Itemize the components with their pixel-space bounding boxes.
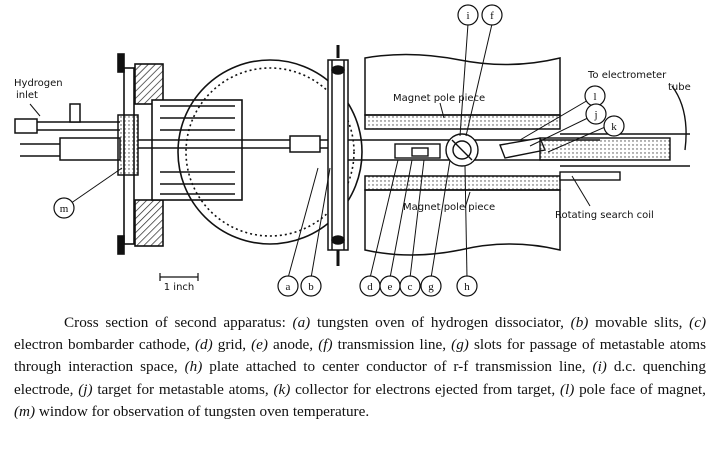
magnet-pole-pieces bbox=[364, 53, 561, 256]
caption-marker: (j) bbox=[78, 380, 93, 398]
caption-text: window for observation of tungsten oven … bbox=[35, 402, 370, 420]
svg-text:h: h bbox=[464, 281, 470, 293]
caption-text: movable slits, bbox=[588, 314, 690, 331]
caption-text: grid, bbox=[212, 336, 252, 354]
caption-marker: (m) bbox=[14, 402, 36, 420]
svg-text:a: a bbox=[286, 281, 291, 293]
rotating-coil-label: Rotating search coil bbox=[555, 210, 654, 221]
callout-b: b bbox=[300, 275, 322, 297]
caption-marker: (k) bbox=[273, 380, 291, 398]
callout-e: e bbox=[379, 275, 401, 297]
scale-label: 1 inch bbox=[164, 282, 195, 293]
caption-text: tungsten oven of hydrogen dissociator, bbox=[310, 314, 571, 331]
callout-g: g bbox=[420, 275, 442, 297]
svg-text:m: m bbox=[60, 203, 69, 215]
callout-j: j bbox=[585, 103, 607, 125]
caption-text: Cross section of second apparatus: bbox=[64, 314, 293, 331]
callout-i: i bbox=[457, 4, 479, 26]
caption-marker: (c) bbox=[689, 314, 706, 331]
caption-text: slots for passage of metastable atoms th… bbox=[14, 336, 707, 376]
caption-text: d.c. quenching electrode, bbox=[14, 358, 706, 398]
magnet-pole-label-top: Magnet pole piece bbox=[393, 93, 485, 104]
callout-h: h bbox=[456, 275, 478, 297]
callout-circles: m a b d e c g h i f l j k bbox=[53, 4, 625, 297]
caption-marker: (l) bbox=[559, 380, 575, 398]
svg-text:c: c bbox=[408, 281, 413, 293]
figure-caption: Cross section of second apparatus: (a) t… bbox=[14, 312, 706, 423]
svg-text:b: b bbox=[308, 281, 314, 293]
electrometer-label-1: To electrometer bbox=[587, 70, 667, 81]
svg-text:l: l bbox=[593, 91, 596, 103]
caption-marker: (d) bbox=[194, 336, 213, 354]
svg-text:k: k bbox=[611, 121, 617, 133]
collector-tube bbox=[539, 85, 690, 181]
callout-a: a bbox=[277, 275, 299, 297]
hydrogen-inlet-tubes bbox=[14, 103, 330, 176]
svg-text:j: j bbox=[593, 109, 597, 121]
svg-text:g: g bbox=[428, 281, 434, 293]
caption-text: electron bombarder cathode, bbox=[14, 336, 195, 354]
electrometer-label-2: tube bbox=[668, 82, 691, 93]
spherical-chamber bbox=[177, 59, 363, 245]
caption-marker: (g) bbox=[451, 336, 469, 354]
callout-d: d bbox=[359, 275, 381, 297]
callout-c: c bbox=[399, 275, 421, 297]
leader-lines bbox=[29, 23, 613, 279]
apparatus-diagram: 1 inch Hydrogen inlet To electrometer tu… bbox=[14, 4, 691, 297]
hydrogen-inlet-label-1: Hydrogen bbox=[14, 78, 63, 89]
callout-m: m bbox=[53, 197, 75, 219]
caption-marker: (f) bbox=[318, 336, 333, 354]
caption-text: plate attached to center conductor of r-… bbox=[202, 358, 593, 376]
svg-text:i: i bbox=[466, 10, 469, 22]
caption-marker: (e) bbox=[251, 336, 268, 354]
caption-marker: (h) bbox=[184, 358, 203, 376]
callout-k: k bbox=[603, 115, 625, 137]
caption-marker: (i) bbox=[592, 358, 607, 376]
hydrogen-inlet-label-2: inlet bbox=[16, 90, 38, 101]
svg-text:e: e bbox=[388, 281, 393, 293]
caption-text: pole face of magnet, bbox=[574, 380, 706, 398]
magnet-pole-label-bottom: Magnet pole piece bbox=[403, 202, 495, 213]
callout-f: f bbox=[481, 4, 503, 26]
caption-text: target for metastable atoms, bbox=[92, 380, 274, 398]
caption-marker: (a) bbox=[292, 314, 311, 331]
callout-l: l bbox=[584, 85, 606, 107]
slit-flange bbox=[327, 45, 349, 266]
caption-text: collector for electrons ejected from tar… bbox=[290, 380, 560, 398]
caption-marker: (b) bbox=[570, 314, 589, 331]
svg-text:f: f bbox=[490, 10, 494, 22]
caption-text: anode, bbox=[267, 336, 319, 354]
caption-text: transmission line, bbox=[332, 336, 452, 354]
scale-bar: 1 inch bbox=[159, 273, 199, 293]
svg-text:d: d bbox=[367, 281, 373, 293]
